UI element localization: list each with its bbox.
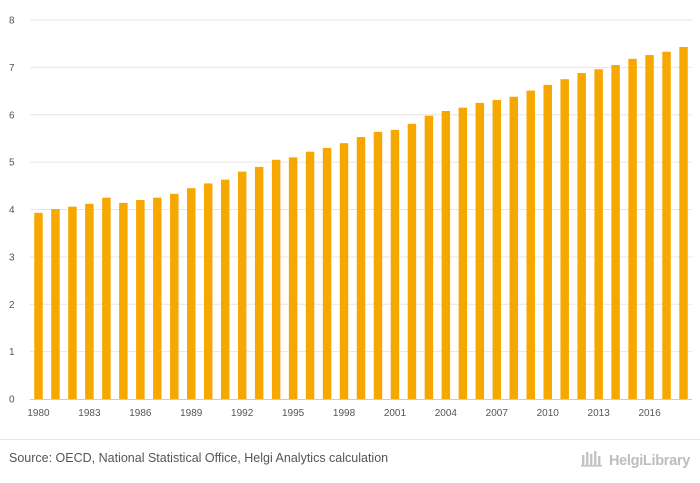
y-tick-label: 1	[9, 347, 15, 358]
x-tick-label: 1998	[333, 408, 356, 419]
bar[interactable]	[68, 206, 77, 399]
bar[interactable]	[85, 203, 94, 399]
x-tick-label: 1992	[231, 408, 254, 419]
bar[interactable]	[220, 179, 230, 399]
y-tick-label: 3	[9, 252, 15, 263]
bar[interactable]	[237, 171, 247, 399]
bar[interactable]	[407, 123, 417, 399]
y-tick-label: 5	[9, 158, 15, 169]
bar[interactable]	[441, 110, 451, 400]
bar[interactable]	[203, 183, 213, 399]
bar[interactable]	[356, 137, 366, 400]
bar[interactable]	[509, 96, 519, 399]
x-tick-label: 2013	[588, 408, 611, 419]
bar[interactable]	[390, 129, 400, 399]
x-tick-label: 2010	[537, 408, 560, 419]
x-tick-label: 1980	[27, 408, 50, 419]
bar[interactable]	[424, 115, 434, 399]
bar[interactable]	[322, 147, 332, 399]
bar[interactable]	[271, 159, 281, 399]
x-tick-label: 2001	[384, 408, 407, 419]
bar[interactable]	[288, 157, 298, 399]
helgi-library-logo-icon	[580, 449, 605, 472]
bar[interactable]	[153, 197, 162, 399]
bars	[34, 47, 688, 400]
bar[interactable]	[305, 151, 315, 399]
bar[interactable]	[187, 188, 196, 399]
x-axis-ticks: 1980 1983 1986 1989 1992 1995 1998 2001 2004 2007…	[27, 408, 661, 419]
bar[interactable]	[170, 193, 179, 399]
bar[interactable]	[34, 212, 43, 399]
x-tick-label: 1983	[78, 408, 101, 419]
helgi-library-logo-text: HelgiLibrary	[608, 452, 690, 469]
y-axis-ticks: 0 1 2 3 4 5 6 7 8	[9, 16, 15, 406]
y-tick-label: 0	[9, 395, 15, 406]
bar[interactable]	[577, 73, 586, 399]
bar[interactable]	[102, 197, 111, 399]
y-tick-label: 2	[9, 300, 15, 311]
x-tick-label: 2007	[486, 408, 509, 419]
bar[interactable]	[373, 131, 383, 399]
bar[interactable]	[254, 166, 264, 399]
helgi-library-logo[interactable]: HelgiLibrary	[580, 449, 690, 472]
bar[interactable]	[51, 209, 60, 399]
bar[interactable]	[662, 51, 671, 400]
y-tick-label: 6	[9, 110, 15, 121]
bar[interactable]	[458, 107, 468, 400]
bar[interactable]	[475, 102, 485, 399]
bar[interactable]	[628, 58, 637, 399]
bar[interactable]	[679, 47, 688, 399]
x-tick-label: 2004	[435, 408, 458, 419]
y-tick-label: 8	[9, 16, 15, 27]
bar[interactable]	[119, 202, 128, 399]
bar[interactable]	[560, 79, 569, 399]
y-tick-label: 4	[9, 205, 15, 216]
bar-chart: 0 1 2 3 4 5 6 7 8 1980 1983 1986 1989 1992 1995 1998 20…	[9, 16, 692, 419]
source-text: Source: OECD, National Statistical Offic…	[9, 451, 389, 465]
x-tick-label: 1989	[180, 408, 203, 419]
bar[interactable]	[339, 143, 349, 399]
bar[interactable]	[594, 69, 603, 400]
bar[interactable]	[611, 65, 620, 399]
bar[interactable]	[136, 200, 145, 399]
x-tick-label: 2016	[638, 408, 661, 419]
bar[interactable]	[645, 55, 654, 400]
bar[interactable]	[543, 84, 552, 399]
bar[interactable]	[526, 90, 535, 400]
chart-footer: Source: OECD, National Statistical Offic…	[0, 439, 700, 483]
bar[interactable]	[492, 100, 502, 399]
x-tick-label: 1986	[129, 408, 152, 419]
x-tick-label: 1995	[282, 408, 305, 419]
y-tick-label: 7	[9, 63, 15, 74]
